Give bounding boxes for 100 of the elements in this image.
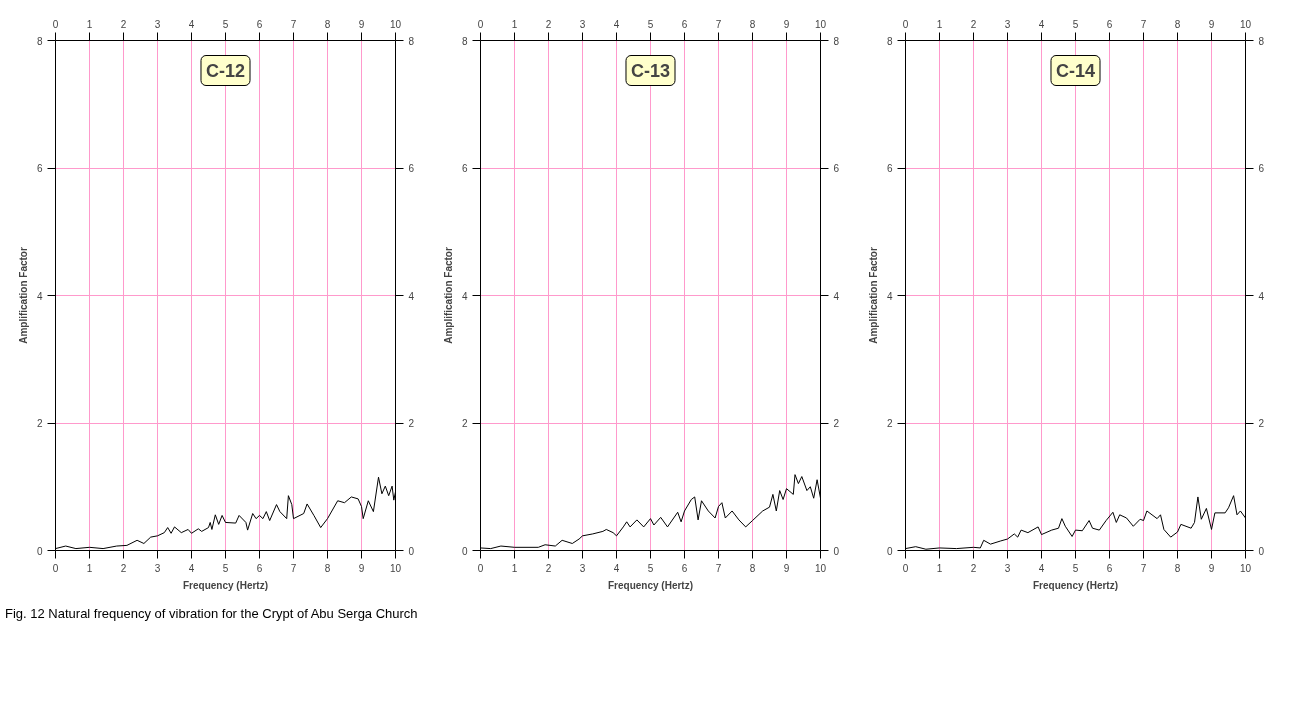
y2-tick-label: 6 xyxy=(1258,163,1265,174)
y2-tick-label: 0 xyxy=(833,545,840,557)
x-tick-label: 6 xyxy=(256,18,263,30)
x-tick-label: 7 xyxy=(715,18,722,30)
x2-tick-label: 6 xyxy=(256,562,263,574)
x-tick-label: 2 xyxy=(545,18,552,30)
y-tick-label: 8 xyxy=(886,35,893,47)
x-tick-label: 0 xyxy=(52,18,59,30)
x-axis-title: Frequency (Hertz) xyxy=(1032,579,1119,591)
x-tick-label: 6 xyxy=(681,18,688,30)
x2-tick-label: 9 xyxy=(783,562,790,574)
x2-tick-label: 3 xyxy=(1004,562,1011,574)
y-axis-title: Amplification Factor xyxy=(17,247,29,344)
x-tick-label: 8 xyxy=(1174,18,1181,30)
x-tick-label: 1 xyxy=(86,18,93,30)
x-tick-label: 1 xyxy=(936,18,943,30)
x-tick-label: 9 xyxy=(783,18,790,30)
x-tick-label: 5 xyxy=(222,18,229,30)
y-tick-label: 2 xyxy=(36,418,43,429)
y2-tick-label: 6 xyxy=(408,163,415,174)
x2-tick-label: 8 xyxy=(1174,562,1181,574)
x-tick-label: 7 xyxy=(290,18,297,30)
x2-tick-label: 4 xyxy=(613,562,620,574)
y-tick-label: 4 xyxy=(886,290,893,302)
y-tick-label: 6 xyxy=(886,163,893,174)
y2-tick-label: 2 xyxy=(833,418,840,429)
x-tick-label: 10 xyxy=(1239,18,1252,30)
x2-tick-label: 6 xyxy=(681,562,688,574)
x2-tick-label: 10 xyxy=(389,562,402,574)
y2-tick-label: 8 xyxy=(833,35,840,47)
x-tick-label: 0 xyxy=(902,18,909,30)
y-axis-title: Amplification Factor xyxy=(867,247,879,344)
y2-tick-label: 4 xyxy=(1258,290,1265,302)
caption: Fig. 12 Natural frequency of vibration for the Crypt of Abu Serga Church xyxy=(5,605,418,623)
x-tick-label: 3 xyxy=(154,18,161,30)
x2-tick-label: 4 xyxy=(1038,562,1045,574)
text: C-12 xyxy=(205,60,246,81)
x-tick-label: 8 xyxy=(749,18,756,30)
x-tick-label: 8 xyxy=(324,18,331,30)
x2-tick-label: 1 xyxy=(936,562,943,574)
x2-tick-label: 0 xyxy=(52,562,59,574)
x-tick-label: 4 xyxy=(188,18,195,30)
x2-tick-label: 2 xyxy=(120,562,127,574)
x2-tick-label: 8 xyxy=(324,562,331,574)
x2-tick-label: 7 xyxy=(290,562,297,574)
x-tick-label: 1 xyxy=(511,18,518,30)
y2-tick-label: 2 xyxy=(1258,418,1265,429)
x-tick-label: 10 xyxy=(389,18,402,30)
x2-tick-label: 5 xyxy=(647,562,654,574)
x2-tick-label: 7 xyxy=(715,562,722,574)
x-tick-label: 7 xyxy=(1140,18,1147,30)
x2-tick-label: 5 xyxy=(222,562,229,574)
y-tick-label: 6 xyxy=(461,163,468,174)
x-axis-title: Frequency (Hertz) xyxy=(607,579,694,591)
y-tick-label: 0 xyxy=(36,545,43,557)
y2-tick-label: 2 xyxy=(408,418,415,429)
y-axis-title: Amplification Factor xyxy=(442,247,454,344)
x-axis-title: Frequency (Hertz) xyxy=(182,579,269,591)
x2-tick-label: 8 xyxy=(749,562,756,574)
x-tick-label: 4 xyxy=(1038,18,1045,30)
x2-tick-label: 2 xyxy=(545,562,552,574)
x2-tick-label: 3 xyxy=(579,562,586,574)
y2-tick-label: 4 xyxy=(833,290,840,302)
x2-tick-label: 6 xyxy=(1106,562,1113,574)
x-tick-label: 2 xyxy=(120,18,127,30)
y-tick-label: 0 xyxy=(886,545,893,557)
x-tick-label: 9 xyxy=(1208,18,1215,30)
x2-tick-label: 4 xyxy=(188,562,195,574)
y2-tick-label: 4 xyxy=(408,290,415,302)
x-tick-label: 3 xyxy=(579,18,586,30)
text: C-13 xyxy=(630,60,671,81)
x-tick-label: 5 xyxy=(1072,18,1079,30)
x2-tick-label: 9 xyxy=(1208,562,1215,574)
y-tick-label: 6 xyxy=(36,163,43,174)
y2-tick-label: 0 xyxy=(408,545,415,557)
x2-tick-label: 0 xyxy=(902,562,909,574)
x-tick-label: 9 xyxy=(358,18,365,30)
x-tick-label: 2 xyxy=(970,18,977,30)
text: C-14 xyxy=(1055,60,1096,81)
y2-tick-label: 6 xyxy=(833,163,840,174)
y-tick-label: 4 xyxy=(461,290,468,302)
y2-tick-label: 8 xyxy=(408,35,415,47)
x-tick-label: 6 xyxy=(1106,18,1113,30)
y-tick-label: 8 xyxy=(461,35,468,47)
x-tick-label: 10 xyxy=(814,18,827,30)
y-tick-label: 2 xyxy=(886,418,893,429)
x2-tick-label: 3 xyxy=(154,562,161,574)
x2-tick-label: 0 xyxy=(477,562,484,574)
y-tick-label: 8 xyxy=(36,35,43,47)
x-tick-label: 0 xyxy=(477,18,484,30)
x-tick-label: 3 xyxy=(1004,18,1011,30)
y-tick-label: 0 xyxy=(461,545,468,557)
x-tick-label: 5 xyxy=(647,18,654,30)
y2-tick-label: 0 xyxy=(1258,545,1265,557)
x-tick-label: 4 xyxy=(613,18,620,30)
y2-tick-label: 8 xyxy=(1258,35,1265,47)
y-tick-label: 2 xyxy=(461,418,468,429)
x2-tick-label: 5 xyxy=(1072,562,1079,574)
x2-tick-label: 9 xyxy=(358,562,365,574)
x2-tick-label: 10 xyxy=(1239,562,1252,574)
